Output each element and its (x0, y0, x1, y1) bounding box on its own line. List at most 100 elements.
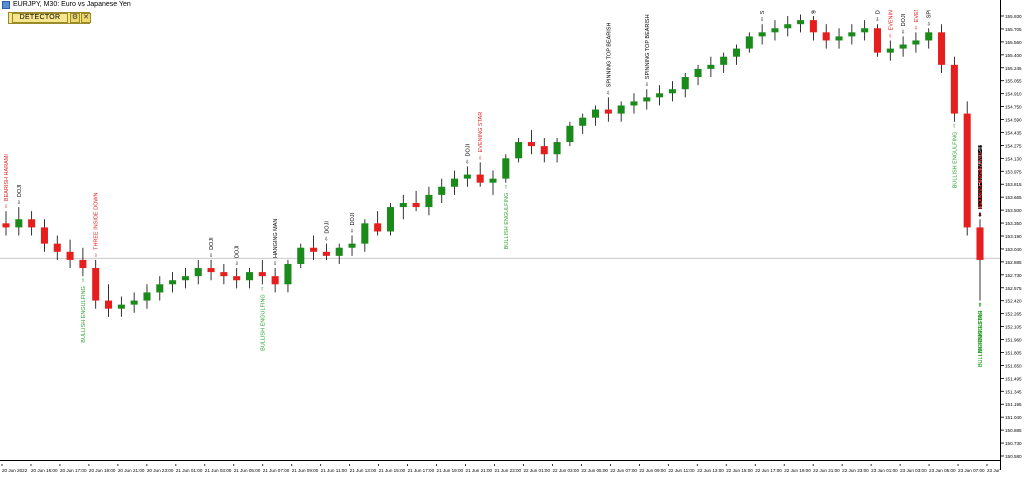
price-tick-label: 152.885 (1005, 260, 1022, 265)
candle (886, 40, 894, 61)
candle-body (348, 243, 356, 248)
time-tick-label: 21 Jun 11:00 (321, 468, 348, 473)
pattern-label: EVENING STAR (888, 0, 894, 30)
pattern-marker: ⇩ (350, 229, 354, 235)
price-tick-label: 155.560 (1005, 40, 1022, 45)
candle-body (297, 247, 305, 264)
price-tick-label: 154.910 (1005, 92, 1022, 97)
candle (925, 28, 933, 49)
time-tick-label: 21 Jun 23:00 (495, 468, 522, 473)
candle-body (386, 207, 394, 232)
candle-body (258, 272, 266, 277)
candle (771, 20, 779, 41)
pattern-marker: ⇩ (978, 212, 982, 218)
candle-body (117, 304, 125, 309)
pattern-marker: ⇩ (978, 212, 982, 218)
price-chart[interactable]: BEARISH HARAMI ⇩ DOJI ⇩ THREE INSIDE DOWN ⇩ BU… (0, 0, 1000, 460)
pattern-marker: ⇧ (978, 303, 982, 309)
candle (784, 16, 792, 37)
candle (643, 89, 651, 110)
time-tick-label: 22 Jun 11:00 (668, 468, 695, 473)
candle (899, 36, 907, 57)
pattern-label: DOJI (465, 143, 471, 156)
time-tick-label: 22 Jun 15:00 (726, 468, 753, 473)
candle (156, 276, 164, 301)
price-tick-label: 155.705 (1005, 27, 1022, 32)
pattern-marker: ⇩ (978, 212, 982, 218)
time-tick-label: 21 Jun 17:00 (408, 468, 435, 473)
price-tick-label: 152.265 (1005, 312, 1022, 317)
settings-icon[interactable]: ⚙ (70, 13, 80, 23)
candle-body (963, 113, 971, 228)
candle (617, 101, 625, 122)
candle-body (527, 142, 535, 147)
pattern-label: EVENING STAR (914, 0, 920, 22)
pattern-marker: ⇩ (978, 212, 982, 218)
candle-body (233, 276, 241, 281)
candle-body (66, 251, 74, 260)
candle (861, 20, 869, 41)
pattern-marker: ⇩ (978, 212, 982, 218)
time-tick-label: 21 Jun 05:00 (234, 468, 261, 473)
candle (322, 243, 330, 260)
time-tick-label: 20 Jun 21:00 (118, 468, 145, 473)
candle-body (566, 125, 574, 143)
candle-body (92, 268, 100, 301)
candle (463, 166, 471, 187)
pattern-marker: ⇩ (4, 204, 8, 210)
candle (938, 24, 946, 73)
time-tick-label: 21 Jun 19:00 (437, 468, 464, 473)
candle-body (2, 223, 10, 228)
price-tick-label: 155.055 (1005, 79, 1022, 84)
candle-body (53, 243, 61, 252)
candle (732, 44, 741, 65)
pattern-label: EVENING STAR (478, 112, 484, 153)
pattern-marker: ⇧ (978, 303, 982, 309)
candle-body (809, 20, 817, 33)
candle (681, 72, 689, 98)
price-tick-label: 154.750 (1005, 105, 1022, 110)
pattern-marker: ⇧ (978, 303, 982, 309)
price-tick-label: 154.590 (1005, 118, 1022, 123)
pattern-label: SPINNING TOP BEARISH (645, 14, 651, 79)
pattern-marker: ⇧ (978, 303, 982, 309)
candle (848, 24, 856, 45)
detector-panel[interactable]: DETECTOR ⚙ ✕ (8, 12, 91, 24)
candle (117, 296, 125, 317)
time-tick-label: 23 Jun 07:00 (958, 468, 985, 473)
candle-body (668, 89, 676, 94)
detector-label[interactable]: DETECTOR (12, 13, 68, 23)
candle-body (630, 101, 638, 106)
time-tick-label: 20 Jun 19:00 (89, 468, 116, 473)
price-tick-label: 154.435 (1005, 130, 1022, 135)
price-tick-label: 151.195 (1005, 402, 1022, 407)
candle (707, 56, 715, 78)
close-icon[interactable]: ✕ (81, 13, 91, 23)
candle-body (310, 247, 318, 252)
candle-body (361, 223, 369, 244)
pattern-label: MORNING STAR (978, 311, 984, 353)
candle-body (797, 20, 805, 25)
pattern-marker: ⇩ (324, 237, 328, 243)
pattern-marker: ⇩ (978, 212, 982, 218)
candle-body (553, 142, 561, 155)
time-tick-label: 20 Jun 17:00 (60, 468, 87, 473)
candle-body (694, 68, 702, 78)
candle (143, 284, 151, 309)
price-tick-label: 153.815 (1005, 182, 1022, 187)
chart-title-bar: EURJPY, M30: Euro vs Japanese Yen (0, 0, 1000, 10)
pattern-marker: ⇩ (978, 212, 982, 218)
time-tick-label: 20 Jun 2022 (2, 468, 28, 473)
candle (809, 16, 817, 41)
candle-body (835, 36, 843, 41)
candle-body (412, 203, 420, 208)
pattern-marker: ⇩ (17, 200, 21, 206)
candle-body (220, 272, 228, 277)
candle (399, 194, 407, 220)
pattern-label: DOJI (324, 221, 330, 234)
candle-body (976, 227, 984, 260)
pattern-label: EVENING STAR (978, 169, 984, 210)
price-tick-label: 153.665 (1005, 195, 1022, 200)
time-axis: 20 Jun 2022 20 Jun 16:00 20 Jun 17:00 20 Ju… (0, 460, 1014, 473)
candle-body (245, 272, 254, 281)
